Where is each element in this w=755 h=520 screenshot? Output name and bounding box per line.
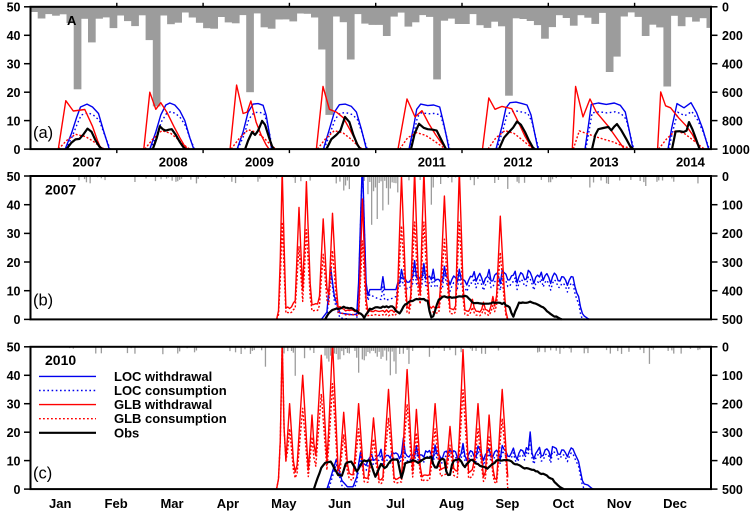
svg-text:Jul: Jul xyxy=(386,496,405,511)
svg-text:Feb: Feb xyxy=(105,496,128,511)
svg-text:200: 200 xyxy=(722,227,743,241)
svg-text:400: 400 xyxy=(722,58,743,72)
svg-text:2010: 2010 xyxy=(45,352,76,368)
svg-text:2007: 2007 xyxy=(73,155,102,170)
svg-text:GLB withdrawal: GLB withdrawal xyxy=(114,397,212,412)
svg-text:LOC withdrawal: LOC withdrawal xyxy=(114,369,212,384)
svg-text:0: 0 xyxy=(722,1,729,15)
svg-text:0: 0 xyxy=(722,341,729,355)
svg-text:100: 100 xyxy=(722,199,743,213)
svg-text:Jan: Jan xyxy=(49,496,71,511)
svg-text:2014: 2014 xyxy=(676,155,706,170)
svg-text:Sep: Sep xyxy=(495,496,519,511)
svg-text:300: 300 xyxy=(722,426,743,440)
svg-text:(c): (c) xyxy=(33,465,52,483)
svg-text:40: 40 xyxy=(7,29,21,43)
svg-text:Mar: Mar xyxy=(160,496,183,511)
svg-text:(a): (a) xyxy=(33,124,53,142)
svg-text:May: May xyxy=(271,496,297,511)
svg-text:10: 10 xyxy=(7,114,21,128)
svg-text:300: 300 xyxy=(722,256,743,270)
svg-text:2010: 2010 xyxy=(331,155,360,170)
svg-text:A: A xyxy=(67,13,77,28)
svg-text:0: 0 xyxy=(722,170,729,184)
svg-text:50: 50 xyxy=(7,1,21,15)
svg-text:10: 10 xyxy=(7,285,21,299)
svg-text:30: 30 xyxy=(7,58,21,72)
svg-text:Dec: Dec xyxy=(663,496,687,511)
svg-text:500: 500 xyxy=(722,483,743,497)
svg-text:50: 50 xyxy=(7,341,21,355)
svg-text:GLB consumption: GLB consumption xyxy=(114,411,227,426)
svg-text:0: 0 xyxy=(14,483,21,497)
svg-text:2013: 2013 xyxy=(590,155,619,170)
svg-text:2012: 2012 xyxy=(504,155,533,170)
svg-text:2008: 2008 xyxy=(159,155,188,170)
svg-text:0: 0 xyxy=(14,143,21,157)
svg-text:400: 400 xyxy=(722,285,743,299)
svg-text:200: 200 xyxy=(722,398,743,412)
svg-text:(b): (b) xyxy=(33,292,53,310)
svg-text:Oct: Oct xyxy=(552,496,574,511)
svg-text:Nov: Nov xyxy=(607,496,632,511)
svg-text:40: 40 xyxy=(7,369,21,383)
svg-text:2011: 2011 xyxy=(418,155,446,170)
svg-text:500: 500 xyxy=(722,313,743,327)
svg-text:1000: 1000 xyxy=(722,143,750,157)
svg-text:600: 600 xyxy=(722,86,743,100)
svg-text:Apr: Apr xyxy=(217,496,239,511)
svg-text:400: 400 xyxy=(722,454,743,468)
svg-text:Jun: Jun xyxy=(328,496,351,511)
svg-text:20: 20 xyxy=(7,426,21,440)
svg-text:800: 800 xyxy=(722,114,743,128)
svg-text:50: 50 xyxy=(7,170,21,184)
svg-text:20: 20 xyxy=(7,256,21,270)
svg-text:40: 40 xyxy=(7,199,21,213)
svg-text:20: 20 xyxy=(7,86,21,100)
svg-text:LOC consumption: LOC consumption xyxy=(114,383,227,398)
svg-text:30: 30 xyxy=(7,398,21,412)
svg-text:10: 10 xyxy=(7,454,21,468)
svg-text:2009: 2009 xyxy=(245,155,274,170)
svg-text:Aug: Aug xyxy=(439,496,464,511)
svg-text:Obs: Obs xyxy=(114,425,139,440)
svg-text:100: 100 xyxy=(722,369,743,383)
svg-text:200: 200 xyxy=(722,29,743,43)
svg-text:0: 0 xyxy=(14,313,21,327)
svg-text:30: 30 xyxy=(7,227,21,241)
svg-text:2007: 2007 xyxy=(45,182,76,198)
